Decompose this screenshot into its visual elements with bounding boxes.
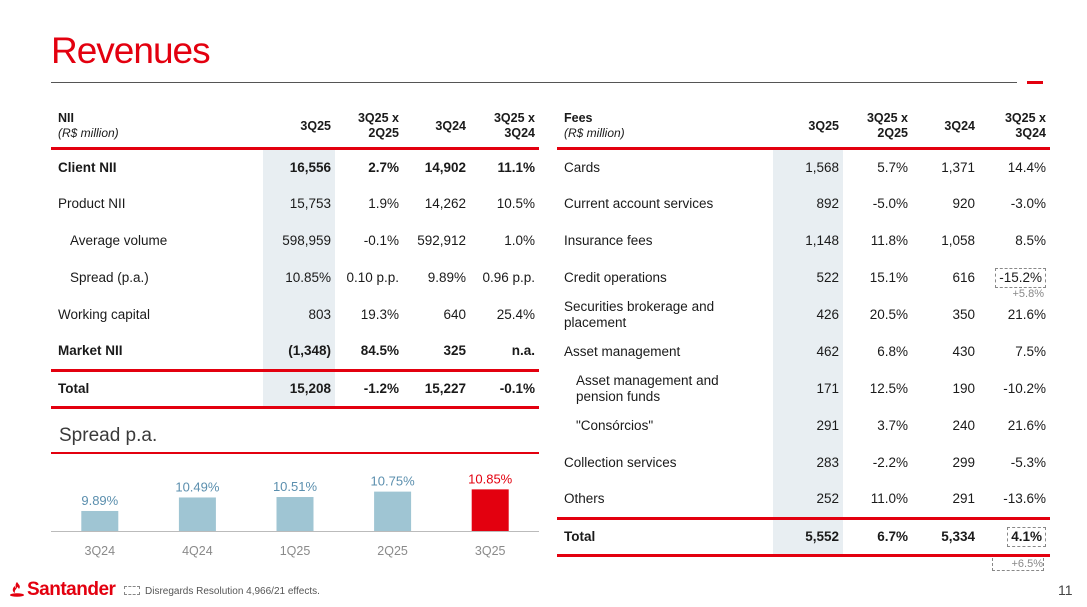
spread-value-label: 10.85% <box>468 471 513 486</box>
fees-row-insurance: Insurance fees 1,148 11.8% 1,058 8.5% <box>557 222 1050 259</box>
fees-header-vs-2q25: 3Q25 x 2Q25 <box>843 106 912 150</box>
fees-row-collection: Collection services 283 -2.2% 299 -5.3% <box>557 444 1050 481</box>
spread-value-label: 10.75% <box>371 474 416 489</box>
fees-row-credit-operations: Credit operations 522 15.1% 616 -15.2% <box>557 259 1050 296</box>
fees-row-pension-funds: Asset management and pension funds 171 1… <box>557 370 1050 407</box>
credit-operations-adjusted-note: +5.8% <box>1012 288 1045 300</box>
fees-row-asset-management: Asset management 462 6.8% 430 7.5% <box>557 333 1050 370</box>
fees-header-3q24: 3Q24 <box>912 106 979 150</box>
nii-row-working-capital: Working capital 803 19.3% 640 25.4% <box>51 296 539 333</box>
fees-row-securities: Securities brokerage and placement 426 2… <box>557 296 1050 333</box>
x-tick-label: 3Q25 <box>475 544 506 558</box>
spread-title-divider <box>51 452 539 454</box>
footnote-legend: Disregards Resolution 4,966/21 effects. <box>124 586 320 597</box>
fees-header-3q25: 3Q25 <box>773 106 843 150</box>
spread-chart-title: Spread p.a. <box>59 425 158 446</box>
title-accent-mark <box>1027 81 1043 84</box>
nii-header-vs-2q25: 3Q25 x 2Q25 <box>335 106 403 150</box>
spread-value-label: 10.49% <box>175 479 220 494</box>
total-fees-adjusted-note: +6.5% <box>992 558 1044 571</box>
nii-row-average-volume: Average volume 598,959 -0.1% 592,912 1.0… <box>51 222 539 259</box>
fees-header-row: Fees (R$ million) 3Q25 3Q25 x 2Q25 3Q24 3Q… <box>557 106 1050 150</box>
x-tick-label: 4Q24 <box>182 544 213 558</box>
x-tick-label: 3Q24 <box>85 544 116 558</box>
fees-row-consorcios: "Consórcios" 291 3.7% 240 21.6% <box>557 407 1050 444</box>
fees-header-vs-3q24: 3Q25 x 3Q24 <box>979 106 1050 150</box>
spread-bar-1q25 <box>276 497 314 531</box>
adjusted-total-box: 4.1% <box>1007 526 1046 547</box>
flame-icon <box>10 582 24 597</box>
nii-row-spread: Spread (p.a.) 10.85% 0.10 p.p. 9.89% 0.9… <box>51 259 539 296</box>
fees-table: Fees (R$ million) 3Q25 3Q25 x 2Q25 3Q24 3Q… <box>557 106 1050 557</box>
santander-logo: Santander <box>9 579 116 601</box>
x-tick-label: 2Q25 <box>377 544 408 558</box>
nii-header-3q25: 3Q25 <box>263 106 335 150</box>
page-title: Revenues <box>51 30 211 71</box>
nii-row-client-nii: Client NII 16,556 2.7% 14,902 11.1% <box>51 148 539 185</box>
nii-row-product-nii: Product NII 15,753 1.9% 14,262 10.5% <box>51 185 539 222</box>
nii-table: NII (R$ million) 3Q25 3Q25 x 2Q25 3Q24 3Q2… <box>51 106 539 409</box>
spread-bar-3q25 <box>471 489 509 531</box>
fees-row-total: Total 5,552 6.7% 5,334 4.1% <box>557 516 1050 557</box>
spread-bar-2q25 <box>374 491 412 531</box>
nii-header-label: NII (R$ million) <box>51 106 263 150</box>
fees-row-current-account: Current account services 892 -5.0% 920 -… <box>557 185 1050 222</box>
chart-x-axis <box>51 531 539 532</box>
nii-header-vs-3q24: 3Q25 x 3Q24 <box>470 106 539 150</box>
adjusted-value-box: -15.2% <box>995 267 1046 288</box>
fees-row-cards: Cards 1,568 5.7% 1,371 14.4% <box>557 148 1050 185</box>
spread-bar-4q24 <box>178 497 216 531</box>
spread-bar-chart: 9.89% 3Q24 10.49% 4Q24 10.51% 1Q25 10.75% 2Q25 1… <box>81 471 513 558</box>
nii-row-total: Total 15,208 -1.2% 15,227 -0.1% <box>51 368 539 409</box>
nii-header-3q24: 3Q24 <box>403 106 470 150</box>
page-number: 11 <box>1058 582 1073 598</box>
nii-row-market-nii: Market NII (1,348) 84.5% 325 n.a. <box>51 333 539 370</box>
spread-bar-3q24 <box>81 510 119 531</box>
dashed-box-swatch <box>124 586 140 595</box>
fees-header-label: Fees (R$ million) <box>557 106 773 150</box>
spread-value-label: 10.51% <box>273 479 318 494</box>
fees-row-others: Others 252 11.0% 291 -13.6% <box>557 481 1050 518</box>
x-tick-label: 1Q25 <box>280 544 311 558</box>
nii-header-row: NII (R$ million) 3Q25 3Q25 x 2Q25 3Q24 3Q2… <box>51 106 539 150</box>
title-divider <box>51 82 1017 83</box>
spread-value-label: 9.89% <box>81 493 118 508</box>
